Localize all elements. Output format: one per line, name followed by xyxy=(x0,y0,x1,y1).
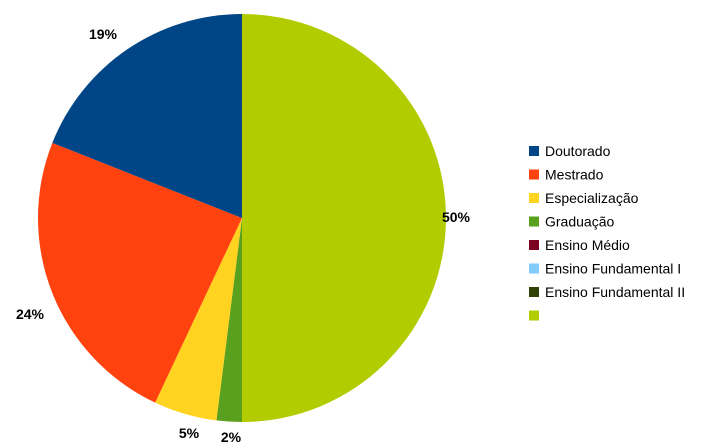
legend-swatch xyxy=(529,310,539,321)
legend-item-ensino-fundamental-ii: Ensino Fundamental II xyxy=(529,284,685,300)
legend-swatch xyxy=(529,263,539,274)
legend-item-graduacao: Graduação xyxy=(529,214,614,230)
legend-label: Doutorado xyxy=(545,143,611,159)
legend-item-ensino-fundamental-i: Ensino Fundamental I xyxy=(529,261,681,277)
legend-swatch xyxy=(529,216,539,227)
legend-label: Ensino Médio xyxy=(545,237,630,253)
slice-label-doutorado: 19% xyxy=(89,26,118,42)
legend-swatch xyxy=(529,146,539,156)
slice-label-series-0: 50% xyxy=(442,209,471,225)
legend-item-entry-7 xyxy=(529,310,539,321)
legend-label: Mestrado xyxy=(545,167,604,183)
legend-swatch xyxy=(529,169,539,180)
pie-slice-especializacao xyxy=(155,218,242,421)
legend-item-doutorado: Doutorado xyxy=(529,143,611,159)
legend-label: Ensino Fundamental II xyxy=(545,284,685,300)
legend-label: Especialização xyxy=(545,190,639,206)
slice-label-especializacao: 5% xyxy=(179,425,200,441)
legend-label: Ensino Fundamental I xyxy=(545,261,681,277)
pie-slice-graduacao xyxy=(216,218,242,422)
slice-label-graduacao: 2% xyxy=(221,429,242,445)
pie-slice-series-0 xyxy=(242,14,446,422)
legend-item-mestrado: Mestrado xyxy=(529,167,604,183)
pie-slice-doutorado xyxy=(52,14,242,218)
pie-slice-mestrado xyxy=(38,142,242,403)
legend-swatch xyxy=(529,240,539,250)
legend-item-especializacao: Especialização xyxy=(529,190,639,206)
legend: Doutorado Mestrado Especialização Graduação… xyxy=(529,143,685,321)
pie-slices xyxy=(38,14,446,422)
legend-swatch xyxy=(529,193,539,203)
legend-label: Graduação xyxy=(545,214,614,230)
legend-item-ensino-medio: Ensino Médio xyxy=(529,237,630,253)
slice-label-mestrado: 24% xyxy=(16,306,45,322)
legend-swatch xyxy=(529,287,539,297)
pie-labels: 50% 2% 5% 24% 19% xyxy=(16,26,471,445)
